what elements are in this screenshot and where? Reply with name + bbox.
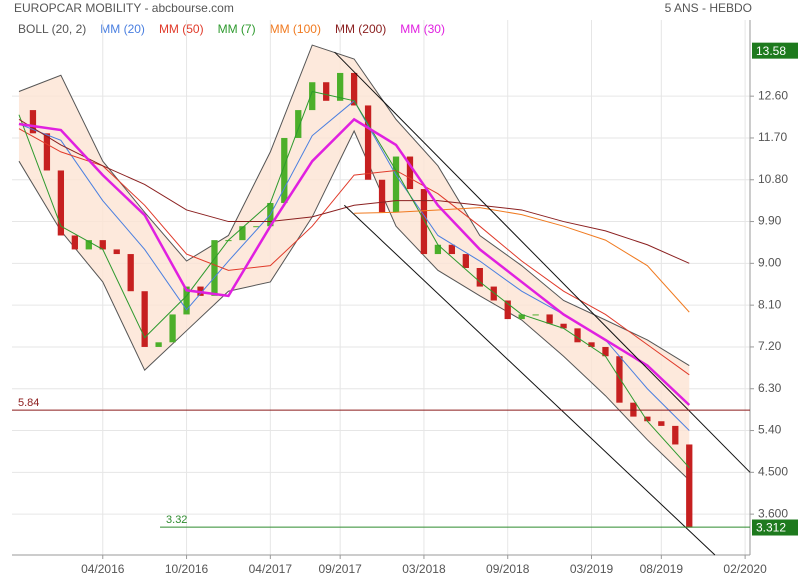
legend-entry: MM (30) [400,22,445,36]
price-marker-label: 13.58 [756,44,786,58]
boll-line [18,129,690,481]
candle [588,342,595,347]
candle [281,137,288,203]
candle [574,328,581,343]
chart-subtitle: 5 ANS - HEBDO [665,1,752,15]
candle [113,249,120,255]
candle [253,226,260,228]
x-tick-label: 08/2019 [640,562,684,576]
candle [169,314,176,343]
ma-line [18,128,690,376]
y-tick-label: 11.70 [758,130,787,144]
ma-line [18,118,690,264]
candle [183,286,190,315]
y-tick-label: 12.60 [758,88,788,102]
y-tick-label: 4.500 [758,465,788,479]
x-tick-label: 03/2018 [402,562,446,576]
level-label: 3.32 [166,514,187,526]
boll-line [18,44,690,366]
candle [434,244,442,255]
candle [127,254,134,292]
x-tick-label: 03/2019 [570,562,614,576]
candle [295,110,302,138]
y-tick-label: 5.40 [758,423,782,437]
legend-entry: MM (200) [335,22,386,36]
legend-entry: MM (50) [159,22,204,36]
candle [141,291,148,347]
x-tick-label: 02/2020 [723,562,767,576]
candle [448,244,456,255]
legend-entry: MM (7) [218,22,256,36]
candle [337,72,344,101]
candle [658,421,665,426]
candle [309,82,316,111]
candle [392,156,400,213]
candle [29,110,37,134]
candle [518,314,525,320]
price-marker [752,42,798,59]
candle [686,444,693,528]
candle [546,314,553,324]
chart-title: EUROPCAR MOBILITY - abcbourse.com [14,1,234,15]
candle [462,254,469,268]
candle [378,179,386,213]
boll-band [18,45,690,481]
y-tick-label: 6.30 [758,381,782,395]
candle [99,240,106,250]
legend-entry: MM (20) [100,22,145,36]
candle [155,342,162,347]
level-label: 5.84 [18,397,39,409]
candle [532,314,539,316]
candle [364,105,372,180]
x-tick-label: 09/2018 [486,562,530,576]
candle [85,240,92,250]
candle [616,356,623,403]
x-tick-label: 09/2017 [318,562,362,576]
price-marker-label: 3.312 [756,521,786,535]
x-tick-label: 10/2016 [165,562,209,576]
x-tick-label: 04/2016 [81,562,125,576]
y-tick-label: 8.10 [758,297,782,311]
candle [602,346,609,357]
y-tick-label: 10.80 [758,172,788,186]
candle [211,240,218,296]
candle [71,235,78,250]
candle [57,170,65,236]
price-marker [752,519,798,536]
candle [350,72,358,106]
candle [43,133,51,171]
x-tick-label: 04/2017 [249,562,293,576]
candle [420,189,428,255]
candle [239,226,246,241]
legend-entry: BOLL (20, 2) [18,22,86,36]
candle [672,425,679,445]
candle [406,156,414,190]
ma-line [354,207,690,313]
y-tick-label: 3.600 [758,506,788,520]
candle [644,416,651,422]
candle [490,286,497,301]
candle [476,267,483,287]
candle [560,323,567,329]
candle [323,82,330,101]
ma-line [18,90,690,469]
trendline [344,204,716,556]
legend-entry: MM (100) [270,22,321,36]
trendline [334,51,751,473]
y-tick-label: 9.90 [758,214,782,228]
y-tick-label: 9.00 [758,256,782,270]
y-tick-label: 7.20 [758,339,782,353]
legend: BOLL (20, 2) MM (20) MM (50) MM (7) MM (100)… [18,22,445,36]
candle [504,300,511,320]
ma-line [18,117,691,406]
